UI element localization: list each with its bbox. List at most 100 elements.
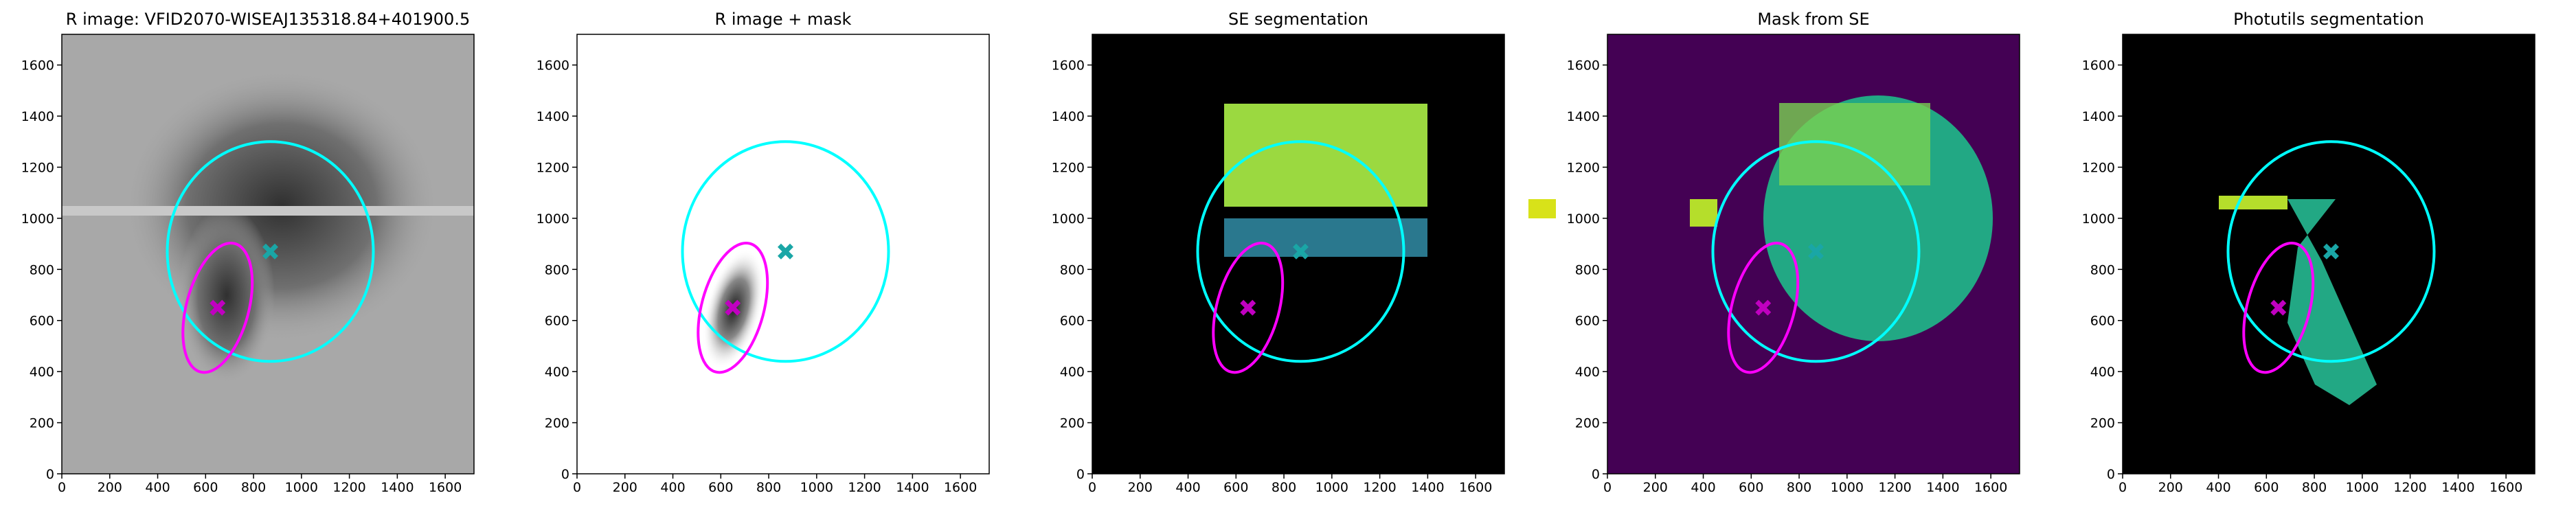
x-tick-label: 200 xyxy=(2158,480,2183,495)
aperture-ellipse xyxy=(166,140,375,363)
panel-title: R image: VFID2070-WISEAJ135318.84+401900… xyxy=(66,10,470,29)
center-marker xyxy=(1808,243,1824,260)
panel-title: Mask from SE xyxy=(1757,10,1869,29)
y-tick-label: 600 xyxy=(30,314,54,329)
y-tick-label: 1000 xyxy=(536,211,569,227)
x-tick-label: 800 xyxy=(1272,480,1296,495)
y-tick-label: 1600 xyxy=(2082,58,2115,73)
y-tick-label: 800 xyxy=(2090,262,2115,277)
x-tick-label: 1400 xyxy=(381,480,414,495)
axes-frame xyxy=(2122,34,2535,474)
x-tick-label: 1000 xyxy=(1315,480,1348,495)
y-tick-label: 200 xyxy=(1575,416,1600,431)
x-tick-label: 200 xyxy=(98,480,122,495)
x-tick-label: 1200 xyxy=(332,480,365,495)
aperture-ellipse xyxy=(2226,140,2436,363)
y-tick-label: 600 xyxy=(2090,314,2115,329)
y-tick-label: 1400 xyxy=(2082,109,2115,124)
y-tick-label: 0 xyxy=(561,467,569,482)
center-marker xyxy=(778,243,793,260)
x-tick-label: 0 xyxy=(1088,480,1096,495)
y-tick-label: 1200 xyxy=(21,160,54,175)
y-tick-label: 200 xyxy=(2090,416,2115,431)
y-tick-label: 800 xyxy=(1060,262,1085,277)
y-tick-label: 600 xyxy=(545,314,569,329)
y-tick-label: 1200 xyxy=(1052,160,1085,175)
x-tick-label: 600 xyxy=(2254,480,2279,495)
y-tick-label: 1400 xyxy=(1567,109,1600,124)
y-tick-label: 1000 xyxy=(1052,211,1085,227)
y-tick-label: 1600 xyxy=(1567,58,1600,73)
x-tick-label: 0 xyxy=(1603,480,1612,495)
center-marker xyxy=(1755,299,1772,316)
y-tick-label: 1000 xyxy=(1567,211,1600,227)
y-tick-label: 1200 xyxy=(1567,160,1600,175)
center-marker xyxy=(1240,299,1256,316)
aperture-ellipse xyxy=(1196,140,1405,363)
y-tick-label: 200 xyxy=(545,416,569,431)
x-tick-label: 600 xyxy=(708,480,733,495)
y-tick-label: 200 xyxy=(30,416,54,431)
x-tick-label: 1400 xyxy=(2441,480,2474,495)
y-tick-label: 0 xyxy=(2107,467,2115,482)
x-tick-label: 1600 xyxy=(944,480,977,495)
y-tick-label: 0 xyxy=(46,467,54,482)
y-tick-label: 0 xyxy=(1592,467,1600,482)
x-tick-label: 400 xyxy=(145,480,170,495)
x-tick-label: 1200 xyxy=(2393,480,2426,495)
x-tick-label: 400 xyxy=(1175,480,1200,495)
y-tick-label: 1400 xyxy=(1052,109,1085,124)
y-tick-label: 200 xyxy=(1060,416,1085,431)
x-tick-label: 1000 xyxy=(285,480,318,495)
x-tick-label: 1200 xyxy=(848,480,881,495)
x-tick-label: 200 xyxy=(1128,480,1153,495)
y-tick-label: 1600 xyxy=(536,58,569,73)
x-tick-label: 800 xyxy=(241,480,266,495)
panel-title: Photutils segmentation xyxy=(2233,10,2424,29)
y-tick-label: 400 xyxy=(545,365,569,380)
center-marker xyxy=(2270,299,2287,316)
x-tick-label: 1200 xyxy=(1363,480,1396,495)
x-tick-label: 1600 xyxy=(1974,480,2007,495)
y-tick-label: 1200 xyxy=(2082,160,2115,175)
y-tick-label: 800 xyxy=(545,262,569,277)
aperture-ellipse xyxy=(1711,140,1921,363)
aperture-ellipse xyxy=(697,241,769,374)
x-tick-label: 400 xyxy=(1691,480,1715,495)
aperture-ellipse xyxy=(1212,241,1285,374)
x-tick-label: 1600 xyxy=(429,480,462,495)
center-marker xyxy=(1293,243,1309,260)
panel-title: SE segmentation xyxy=(1228,10,1368,29)
x-tick-label: 200 xyxy=(1643,480,1668,495)
image-texture xyxy=(62,69,2377,405)
y-tick-label: 1600 xyxy=(1052,58,1085,73)
x-tick-label: 600 xyxy=(193,480,218,495)
y-tick-label: 800 xyxy=(1575,262,1600,277)
y-tick-label: 400 xyxy=(30,365,54,380)
axes-frame xyxy=(1607,34,2020,474)
x-tick-label: 0 xyxy=(2119,480,2127,495)
center-marker xyxy=(2323,243,2339,260)
x-tick-label: 1000 xyxy=(1831,480,1864,495)
y-tick-label: 400 xyxy=(1060,365,1085,380)
center-marker xyxy=(262,243,278,260)
y-tick-label: 1400 xyxy=(536,109,569,124)
panel-title: R image + mask xyxy=(715,10,852,29)
x-tick-label: 800 xyxy=(2302,480,2327,495)
x-tick-label: 800 xyxy=(756,480,781,495)
x-tick-label: 400 xyxy=(2206,480,2230,495)
x-tick-label: 1200 xyxy=(1878,480,1911,495)
x-tick-label: 1400 xyxy=(896,480,929,495)
y-tick-label: 1600 xyxy=(21,58,54,73)
axes-frame xyxy=(61,34,475,474)
x-tick-label: 1400 xyxy=(1926,480,1959,495)
aperture-ellipse xyxy=(2242,241,2315,374)
axes-frame xyxy=(576,34,990,474)
y-tick-label: 0 xyxy=(1076,467,1085,482)
x-tick-label: 1600 xyxy=(2489,480,2522,495)
aperture-ellipse xyxy=(681,140,890,363)
y-tick-label: 1200 xyxy=(536,160,569,175)
x-tick-label: 600 xyxy=(1739,480,1763,495)
y-tick-label: 1400 xyxy=(21,109,54,124)
